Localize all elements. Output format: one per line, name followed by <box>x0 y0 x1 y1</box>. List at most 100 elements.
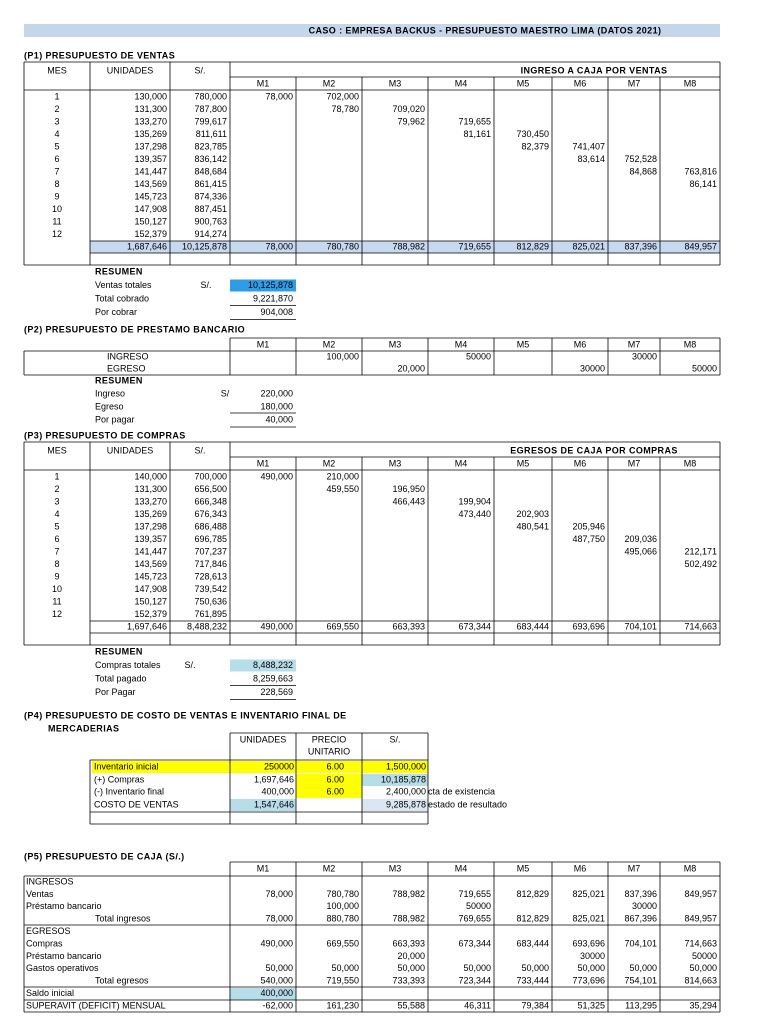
cell-value: 400,000 <box>260 988 293 998</box>
row-label: 12 <box>52 609 62 619</box>
cell-value: 787,800 <box>194 104 227 114</box>
row-label: Total egresos <box>95 976 149 986</box>
total-value: 812,829 <box>516 241 549 251</box>
title-bar <box>24 24 720 37</box>
row-label: 6 <box>54 534 59 544</box>
month-header: M4 <box>455 458 468 468</box>
row-label: COSTO DE VENTAS <box>94 799 179 809</box>
cell-fill <box>92 761 230 773</box>
cell-value: 686,488 <box>194 521 227 531</box>
column-header: MES <box>47 445 67 455</box>
cell-value: 728,613 <box>194 571 227 581</box>
cell-value: 143,569 <box>134 559 167 569</box>
cell-value: 83,614 <box>577 154 605 164</box>
row-label: Préstamo bancario <box>26 951 102 961</box>
cell-fill <box>230 799 296 811</box>
total-value: 849,957 <box>684 241 717 251</box>
cell-value: 799,617 <box>194 116 227 126</box>
row-label: 11 <box>52 596 61 606</box>
cell-value: 773,696 <box>572 976 605 986</box>
cell-fill <box>362 761 428 773</box>
summary-unit: S/. <box>184 660 195 670</box>
total-value: 10,125,878 <box>182 241 227 251</box>
row-label: Saldo inicial <box>26 988 74 998</box>
cell-fill <box>296 786 362 798</box>
summary-label: Total pagado <box>95 673 147 683</box>
total-value: 1,687,646 <box>127 241 167 251</box>
month-header: M8 <box>684 458 697 468</box>
cell-value: 874,336 <box>194 191 227 201</box>
cell-value: 814,663 <box>684 976 717 986</box>
summary-value: 40,000 <box>265 414 293 424</box>
cell-value: 733,393 <box>392 976 425 986</box>
row-label: 1 <box>54 91 59 101</box>
cell-value: 46,311 <box>464 1000 491 1010</box>
row-label: 9 <box>54 571 59 581</box>
row-label: 4 <box>54 129 59 139</box>
total-value: 78,000 <box>265 241 293 251</box>
total-value: 669,550 <box>326 621 359 631</box>
summary-unit: S/ <box>221 388 230 398</box>
cell-value: 131,300 <box>134 104 167 114</box>
month-header: M6 <box>574 863 587 873</box>
cell-value: 100,000 <box>326 351 359 361</box>
column-header: S/. <box>194 445 205 455</box>
cell-value: 55,588 <box>397 1000 425 1010</box>
group-header: INGRESO A CAJA POR VENTAS <box>521 65 668 75</box>
summary-label: Por pagar <box>95 414 135 424</box>
column-header: S/. <box>389 734 400 744</box>
cell-value: 199,904 <box>458 496 491 506</box>
cell-value: 51,325 <box>577 1000 605 1010</box>
cell-value: 849,957 <box>684 914 717 924</box>
row-label: 4 <box>54 509 59 519</box>
cell-value: 78,000 <box>265 91 293 101</box>
cell-value: 812,829 <box>516 889 549 899</box>
cell-value: 50,000 <box>577 963 605 973</box>
cell-value: 780,780 <box>326 889 359 899</box>
month-header: M2 <box>323 78 336 88</box>
month-header: M5 <box>517 78 530 88</box>
cell-value: 150,127 <box>134 596 167 606</box>
row-label: 7 <box>54 546 59 556</box>
cell-value: 754,101 <box>624 976 657 986</box>
cell-value: 135,269 <box>134 509 167 519</box>
month-header: M3 <box>389 863 402 873</box>
row-label: 2 <box>54 484 59 494</box>
total-value: 704,101 <box>624 621 657 631</box>
cell-value: 130,000 <box>134 91 167 101</box>
month-header: M4 <box>455 339 468 349</box>
cell-value: 50000 <box>692 363 717 373</box>
cell-value: -62,000 <box>262 1000 293 1010</box>
month-header: M4 <box>455 863 468 873</box>
cell-value: 131,300 <box>134 484 167 494</box>
cell-value: 210,000 <box>326 471 359 481</box>
row-label: 1 <box>54 471 59 481</box>
total-value: 788,982 <box>392 241 425 251</box>
month-header: M3 <box>389 458 402 468</box>
cell-value: 696,785 <box>194 534 227 544</box>
cell-value: 133,270 <box>134 496 167 506</box>
cell-value: 135,269 <box>134 129 167 139</box>
month-header: M7 <box>628 458 641 468</box>
row-label: 8 <box>54 179 59 189</box>
cell-value: 769,655 <box>458 914 491 924</box>
cell-value: 761,895 <box>194 609 227 619</box>
cell-value: 78,780 <box>331 104 359 114</box>
total-value: 490,000 <box>260 621 293 631</box>
cell-value: 145,723 <box>134 191 167 201</box>
cell-value: 750,636 <box>194 596 227 606</box>
summary-title: RESUMEN <box>95 646 143 656</box>
summary-value: 180,000 <box>260 401 293 411</box>
cell-fill <box>230 279 296 292</box>
section-title: (P1) PRESUPUESTO DE VENTAS <box>24 50 175 60</box>
cell-value: 752,528 <box>624 154 657 164</box>
cell-value: 140,000 <box>134 471 167 481</box>
cell-value: 50,000 <box>397 963 425 973</box>
section-title: (P5) PRESUPUESTO DE CAJA (S/.) <box>24 851 185 861</box>
cell-value: 683,444 <box>516 938 549 948</box>
cell-value: 663,393 <box>392 938 425 948</box>
cell-value: 35,294 <box>689 1000 717 1010</box>
cell-value: 709,020 <box>392 104 425 114</box>
cell-value: 50,000 <box>331 963 359 973</box>
cell-value: 1,697,646 <box>254 774 294 784</box>
